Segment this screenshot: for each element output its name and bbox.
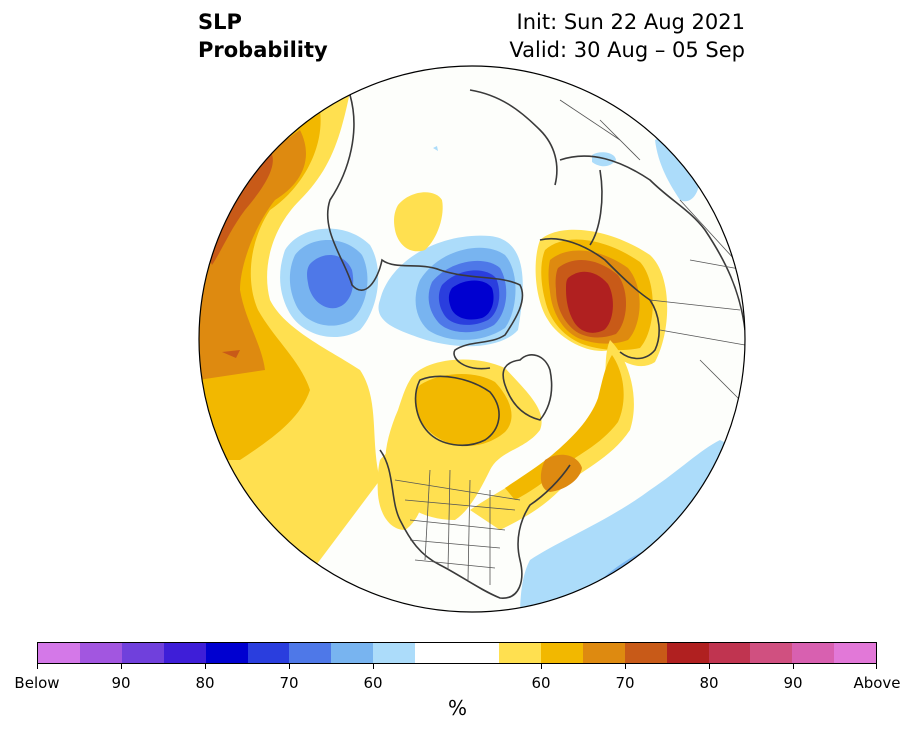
colorbar-swatch [792, 643, 835, 663]
colorbar-tick-label: 60 [531, 674, 551, 692]
colorbar-tick-label: Below [14, 674, 60, 692]
title-line-1: SLP [198, 10, 242, 34]
colorbar-swatch [498, 643, 541, 663]
above-65-atlantic [505, 355, 624, 500]
globe-outline [198, 65, 746, 613]
below-60-europe-north [655, 138, 700, 202]
colorbar-swatch [624, 643, 667, 663]
colorbar-swatch [373, 643, 416, 663]
above-65-canada [414, 374, 512, 447]
above-70-labrador [540, 454, 582, 492]
colorbar-tick-label: 90 [111, 674, 131, 692]
colorbar-tick-label: 60 [363, 674, 383, 692]
colorbar-tick [373, 664, 374, 669]
colorbar-tick [625, 664, 626, 669]
colorbar-tick-label: 90 [783, 674, 803, 692]
colorbar-tick-label: 70 [615, 674, 635, 692]
colorbar-tick [289, 664, 290, 669]
above-80-europe [566, 271, 613, 333]
colorbar-tick [121, 664, 122, 669]
date-block: Init: Sun 22 Aug 2021 Valid: 30 Aug – 05… [509, 8, 745, 64]
colorbar-ticks [37, 664, 877, 670]
above-70-pacific [199, 130, 306, 380]
colorbar-tick [709, 664, 710, 669]
colorbar-tick [876, 664, 877, 669]
colorbar-tick-label: 70 [279, 674, 299, 692]
below-70-siberia [307, 255, 354, 309]
colorbar-tick-labels: Below 90 80 70 60 60 70 80 90 Above [0, 674, 915, 694]
colorbar-tick [37, 664, 38, 669]
colorbar-swatch [582, 643, 625, 663]
colorbar-swatch [205, 643, 248, 663]
colorbar-tick [793, 664, 794, 669]
valid-range: Valid: 30 Aug – 05 Sep [509, 38, 745, 62]
colorbar-swatch [289, 643, 332, 663]
above-60-westcanada [377, 447, 426, 530]
colorbar-tick [205, 664, 206, 669]
title-block: SLP Probability [198, 8, 328, 64]
colorbar-tick-label: 80 [195, 674, 215, 692]
colorbar-swatch [750, 643, 793, 663]
colorbar-swatch [666, 643, 709, 663]
probability-shading [199, 92, 745, 612]
colorbar-tick-label: 80 [699, 674, 719, 692]
colorbar-swatch [38, 643, 80, 663]
colorbar-swatch [457, 643, 499, 663]
colorbar-swatch [415, 643, 458, 663]
borders [394, 89, 745, 585]
coastlines [326, 89, 745, 599]
polar-map [198, 65, 746, 613]
above-75-pacific [205, 150, 273, 265]
colorbar-swatch [331, 643, 374, 663]
colorbar-swatch [247, 643, 290, 663]
below-80-arctic [448, 280, 494, 320]
colorbar-swatch [540, 643, 583, 663]
colorbar-swatch [163, 643, 206, 663]
colorbar-unit-label: % [447, 696, 467, 720]
title-line-2: Probability [198, 38, 328, 62]
init-date: Init: Sun 22 Aug 2021 [516, 10, 745, 34]
colorbar-swatch [121, 643, 164, 663]
colorbar-tick-label: Above [853, 674, 901, 692]
colorbar-tick [541, 664, 542, 669]
colorbar-swatch [79, 643, 122, 663]
probability-colorbar [37, 642, 877, 664]
colorbar-swatch [834, 643, 877, 663]
above-60-chukotka [394, 192, 443, 252]
colorbar-swatch [708, 643, 751, 663]
